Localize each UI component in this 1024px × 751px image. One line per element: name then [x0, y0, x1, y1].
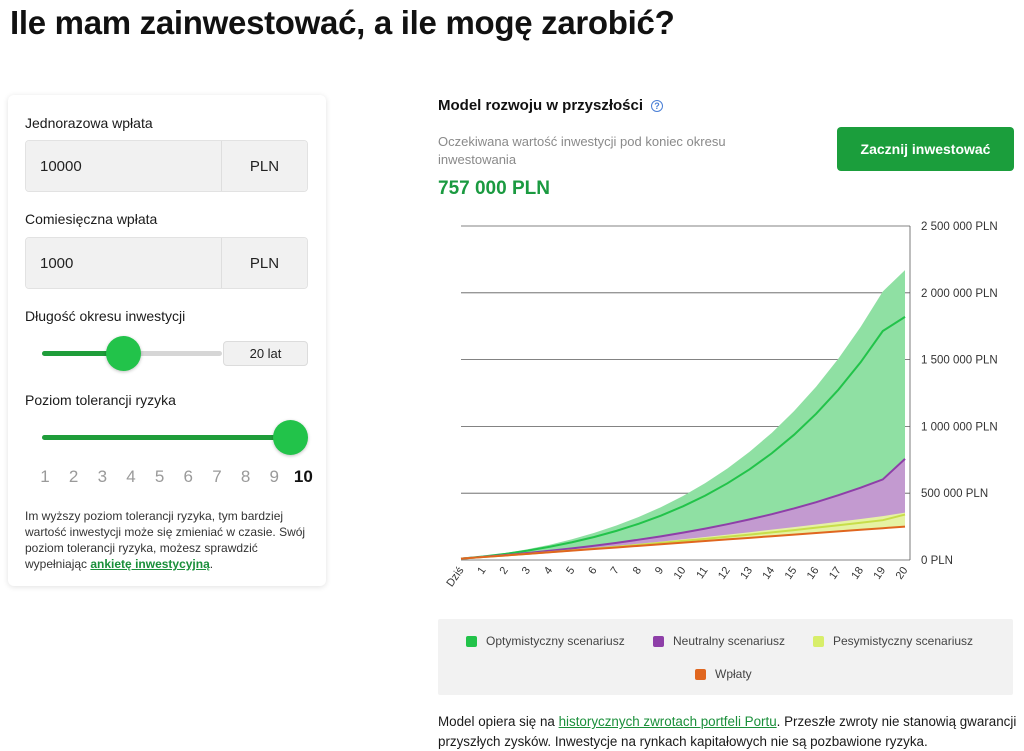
risk-level-10[interactable]: 10	[293, 467, 313, 486]
legend-swatch	[653, 635, 664, 647]
legend-label: Pesymistyczny scenariusz	[833, 634, 974, 648]
expected-value-label: Oczekiwana wartość inwestycji pod koniec…	[438, 134, 726, 167]
payments-line	[460, 525, 906, 560]
legend-item[interactable]: Wpłaty	[695, 667, 752, 681]
x-tick-label: 19	[871, 565, 888, 582]
risk-level-3[interactable]: 3	[97, 467, 108, 486]
page-title: Ile mam zainwestować, a ile mogę zarobić…	[10, 4, 675, 41]
x-tick-label: 1	[475, 565, 488, 577]
legend-item[interactable]: Pesymistyczny scenariusz	[813, 634, 973, 648]
y-tick-label: 0 PLN	[921, 555, 953, 567]
x-tick-label: 4	[542, 565, 555, 577]
survey-link[interactable]: ankietę inwestycyjną	[90, 557, 210, 571]
model-title: Model rozwoju w przyszłości	[438, 97, 644, 114]
x-tick-label: 17	[827, 565, 844, 582]
x-tick-label: 7	[609, 565, 622, 577]
risk-level-7[interactable]: 7	[212, 467, 222, 486]
legend-item[interactable]: Neutralny scenariusz	[653, 634, 785, 648]
duration-label: Długość okresu inwestycji	[25, 308, 186, 324]
optimistic-band	[461, 270, 905, 559]
disclaimer: Model opiera się na historycznych zwrota…	[438, 712, 1018, 751]
x-tick-label: 2	[498, 565, 511, 577]
x-tick-label: 9	[653, 565, 666, 577]
risk-scale: 1 2 3 4 5 6 7 8 9 10	[36, 467, 313, 487]
y-tick-label: 1 500 000 PLN	[921, 355, 998, 367]
risk-level-5[interactable]: 5	[154, 467, 165, 486]
duration-value: 20 lat	[223, 341, 308, 366]
duration-slider-thumb[interactable]	[105, 336, 141, 371]
y-tick-label: 1 000 000 PLN	[921, 421, 998, 433]
x-tick-label: 3	[520, 565, 533, 577]
x-tick-label: 15	[783, 565, 800, 582]
legend-label: Optymistyczny scenariusz	[486, 634, 625, 648]
y-tick-label: 2 500 000 PLN	[921, 221, 998, 233]
x-tick-label: 10	[672, 565, 689, 582]
risk-level-6[interactable]: 6	[183, 467, 194, 486]
one-time-label: Jednorazowa wpłata	[25, 115, 153, 131]
legend-swatch	[466, 635, 477, 647]
risk-slider[interactable]	[42, 420, 308, 456]
monthly-label: Comiesięczna wpłata	[25, 211, 158, 227]
x-tick-label: 16	[805, 565, 822, 582]
risk-level-9[interactable]: 9	[269, 467, 279, 486]
duration-slider-fill	[42, 351, 124, 356]
risk-level-4[interactable]: 4	[126, 467, 136, 486]
risk-level-1[interactable]: 1	[40, 467, 50, 486]
x-tick-label: Dziś	[444, 564, 466, 589]
legend-label: Wpłaty	[715, 667, 752, 681]
legend-label: Neutralny scenariusz	[673, 634, 786, 648]
duration-slider[interactable]	[42, 336, 222, 372]
growth-chart: 0 PLN 500 000 PLN 1 000 000 PLN 1 500 000 P…	[444, 221, 998, 589]
risk-note-text: Im wyższy poziom tolerancji ryzyka, tym …	[25, 509, 306, 571]
legend-swatch	[813, 635, 824, 647]
risk-level-8[interactable]: 8	[240, 467, 251, 486]
disclaimer-after: . Przeszłe zwroty nie stanowią gwarancji…	[438, 714, 1017, 749]
risk-slider-thumb[interactable]	[273, 420, 308, 455]
y-tick-label: 500 000 PLN	[921, 488, 988, 500]
historical-returns-link[interactable]: historycznych zwrotach portfeli Portu	[558, 714, 777, 729]
risk-slider-fill	[42, 435, 291, 440]
x-tick-label: 12	[716, 565, 733, 582]
expected-value: 757 000 PLN	[438, 178, 550, 199]
risk-note: Im wyższy poziom tolerancji ryzyka, tym …	[25, 508, 315, 572]
x-tick-label: 13	[738, 565, 755, 582]
one-time-input-group[interactable]: 10000 PLN	[25, 140, 308, 192]
risk-level-2[interactable]: 2	[68, 467, 79, 486]
risk-label: Poziom tolerancji ryzyka	[25, 392, 176, 408]
question-circle-icon[interactable]: ?	[651, 99, 664, 112]
monthly-input[interactable]: 1000	[26, 238, 222, 288]
optimistic-line	[460, 316, 906, 560]
disclaimer-before: Model opiera się na	[438, 714, 559, 729]
start-investing-button[interactable]: Zacznij inwestować	[837, 127, 1014, 171]
x-tick-label: 18	[849, 565, 866, 582]
calculator-card: Jednorazowa wpłata 10000 PLN Comiesięczn…	[8, 95, 326, 586]
chart-legend: Optymistyczny scenariusz Neutralny scenar…	[438, 619, 1013, 695]
x-tick-label: 11	[694, 565, 710, 581]
risk-note-end: .	[209, 557, 214, 571]
x-tick-label: 5	[564, 565, 577, 577]
x-tick-label: 20	[894, 565, 911, 582]
monthly-unit: PLN	[222, 238, 307, 288]
monthly-input-group[interactable]: 1000 PLN	[25, 237, 308, 289]
x-tick-label: 6	[586, 565, 599, 577]
one-time-unit: PLN	[222, 141, 307, 191]
y-tick-label: 2 000 000 PLN	[921, 288, 998, 300]
x-tick-label: 8	[631, 565, 644, 577]
one-time-input[interactable]: 10000	[26, 141, 222, 191]
model-section-title: Model rozwoju w przyszłości ?	[438, 97, 664, 114]
legend-swatch	[695, 668, 706, 680]
x-tick-label: 14	[760, 565, 777, 582]
legend-item[interactable]: Optymistyczny scenariusz	[466, 634, 625, 648]
